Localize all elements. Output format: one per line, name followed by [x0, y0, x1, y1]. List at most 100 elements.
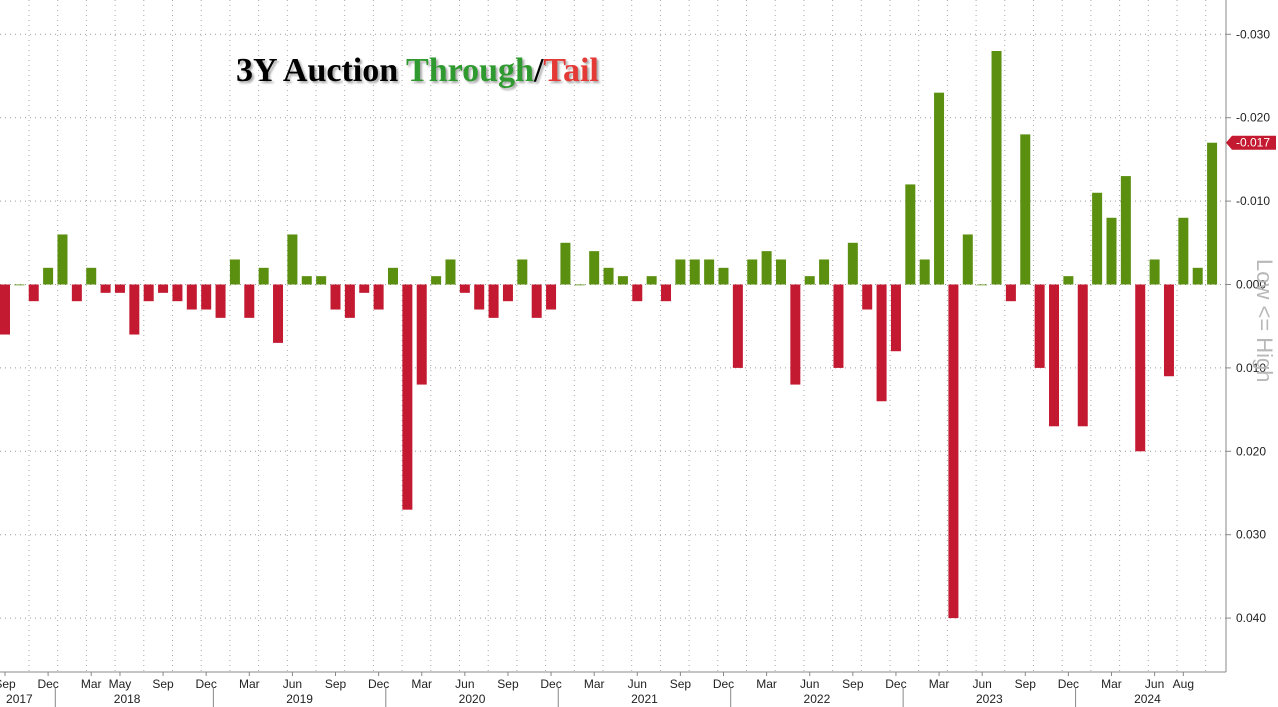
- bar: [43, 267, 54, 285]
- x-axis: Sep Dec Mar May Sep Dec Mar Jun Sep Dec Mar Jun Sep D…: [0, 672, 1194, 707]
- bar: [890, 284, 901, 352]
- bar: [689, 259, 700, 285]
- bar: [57, 234, 68, 285]
- y-tick-label: 0.030: [1236, 528, 1266, 542]
- bar: [359, 284, 370, 293]
- bar: [977, 284, 988, 286]
- bar: [934, 92, 945, 285]
- bar: [114, 284, 125, 293]
- bar: [459, 284, 470, 293]
- bar: [129, 284, 140, 335]
- bar: [948, 284, 959, 619]
- x-month-label: Jun: [1145, 677, 1164, 691]
- bar: [603, 267, 614, 285]
- bar: [100, 284, 111, 293]
- bar: [905, 184, 916, 285]
- bar: [962, 234, 973, 285]
- bar: [1106, 217, 1117, 285]
- last-value-label: -0.017: [1236, 136, 1270, 150]
- x-month-label: Mar: [584, 677, 605, 691]
- y-tick-label: 0.000: [1236, 278, 1266, 292]
- x-month-label: Jun: [283, 677, 302, 691]
- bar: [847, 242, 858, 285]
- bar: [215, 284, 226, 318]
- bar: [589, 251, 600, 285]
- bar: [761, 251, 772, 285]
- bar: [646, 276, 657, 285]
- bar: [201, 284, 212, 310]
- bar: [1178, 217, 1189, 285]
- x-month-label: Mar: [756, 677, 777, 691]
- bar: [1092, 192, 1103, 285]
- y-axis: -0.030 -0.020 -0.010 0.000 0.010 0.020 0.030 0.…: [0, 0, 1270, 673]
- bar: [1049, 284, 1060, 427]
- x-year-label: 2019: [286, 692, 313, 706]
- bar: [1149, 259, 1160, 285]
- title-tail: Tail: [543, 52, 599, 89]
- bar: [502, 284, 513, 302]
- bar: [675, 259, 686, 285]
- x-month-label: Dec: [196, 677, 217, 691]
- bar: [919, 259, 930, 285]
- x-month-label: May: [109, 677, 132, 691]
- x-month-label: Jun: [972, 677, 991, 691]
- bar: [474, 284, 485, 310]
- x-year-label: 2024: [1134, 692, 1161, 706]
- x-month-label: Sep: [152, 677, 174, 691]
- bar: [158, 284, 169, 293]
- bar: [819, 259, 830, 285]
- bar: [258, 267, 269, 285]
- bar: [0, 284, 10, 335]
- x-month-label: Dec: [713, 677, 734, 691]
- y-tick-label: -0.030: [1236, 27, 1270, 41]
- bar: [747, 259, 758, 285]
- bar: [14, 284, 25, 286]
- bar: [186, 284, 197, 310]
- bar: [1063, 276, 1074, 285]
- title-main: 3Y Auction: [236, 52, 407, 89]
- y-tick-label: 0.040: [1236, 611, 1266, 625]
- bar: [790, 284, 801, 385]
- x-month-label: Sep: [325, 677, 347, 691]
- bar: [143, 284, 154, 302]
- x-year-label: 2022: [804, 692, 831, 706]
- title-separator: /: [533, 52, 544, 89]
- x-year-label: 2018: [114, 692, 141, 706]
- bar: [632, 284, 643, 302]
- bar: [344, 284, 355, 318]
- bar: [546, 284, 557, 310]
- x-month-label: Dec: [368, 677, 389, 691]
- y-axis-label: Low <= High: [1252, 259, 1277, 383]
- bar: [316, 276, 327, 285]
- bar: [661, 284, 672, 302]
- bar: [1077, 284, 1088, 427]
- x-year-label: 2023: [976, 692, 1003, 706]
- x-month-label: Jun: [800, 677, 819, 691]
- bar: [1207, 142, 1218, 285]
- bar: [1005, 284, 1016, 302]
- x-month-label: Sep: [0, 677, 16, 691]
- x-year-label: 2020: [459, 692, 486, 706]
- chart-bars: [0, 50, 1218, 619]
- y-tick-label: 0.010: [1236, 361, 1266, 375]
- bar: [172, 284, 183, 302]
- bar: [1120, 176, 1131, 285]
- bar: [732, 284, 743, 368]
- x-month-label: Jun: [455, 677, 474, 691]
- bar: [704, 259, 715, 285]
- bar: [273, 284, 284, 343]
- bar: [862, 284, 873, 310]
- last-value-tag: -0.017: [1226, 135, 1276, 150]
- x-year-label: 2017: [6, 692, 33, 706]
- bar: [1192, 267, 1203, 285]
- x-month-label: Jun: [628, 677, 647, 691]
- chart-title: 3Y Auction Through/Tail: [236, 52, 599, 90]
- bar: [560, 242, 571, 285]
- bar: [1163, 284, 1174, 377]
- chart-grid: [0, 0, 1226, 672]
- bar: [301, 276, 312, 285]
- x-month-label: Mar: [239, 677, 260, 691]
- bar: [244, 284, 255, 318]
- bar: [287, 234, 298, 285]
